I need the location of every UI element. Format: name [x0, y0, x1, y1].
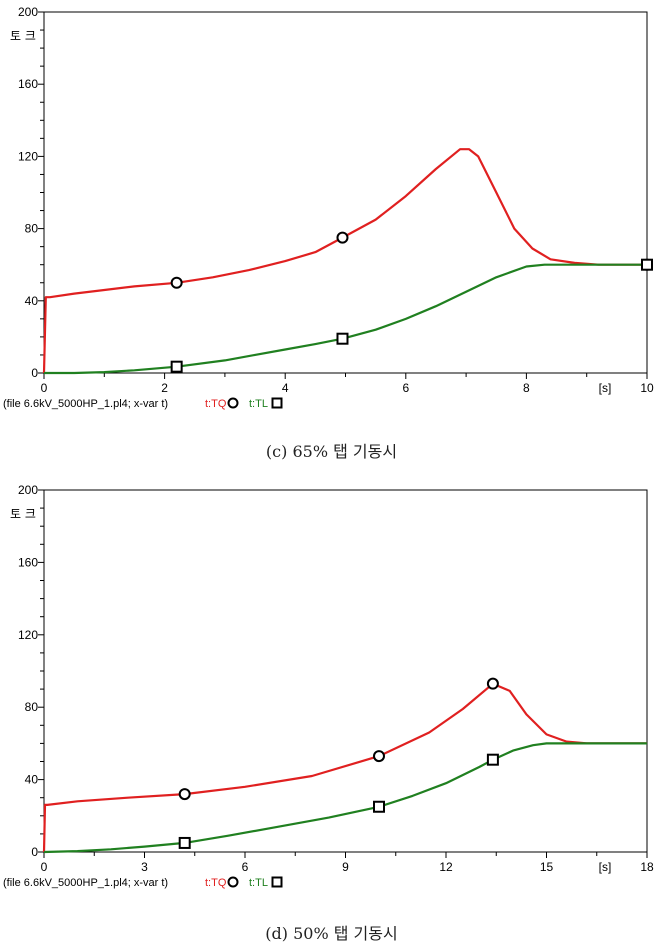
chart-c-series-1-point — [170, 360, 183, 373]
chart-d-xunit-label: [s] — [599, 860, 612, 874]
chart-c-ytick-label: 40 — [25, 294, 39, 308]
chart-d-ytick-label: 160 — [18, 555, 38, 569]
chart-d-xtick-label: 9 — [342, 860, 349, 874]
chart-d-xtick-label: 12 — [439, 860, 453, 874]
chart-c-xtick-label: 10 — [640, 381, 654, 395]
chart-d-legend-0-marker — [227, 876, 239, 888]
chart-panel-d: 0 40 80 120 160 200 0 3 6 9 12 15 18 [s] 토 크 (file 6.6k… — [0, 478, 663, 946]
chart-d-ytick-label: 200 — [18, 483, 38, 497]
chart-c-ytick-label: 80 — [25, 222, 39, 236]
chart-d-legend-1-label: t:TL — [249, 877, 268, 889]
chart-c-plot-frame — [43, 11, 648, 374]
chart-d-series-1-point — [373, 800, 385, 813]
chart-d-series-0-point — [486, 677, 499, 690]
chart-c-series-1-point — [336, 332, 349, 345]
chart-d-ytick-label: 120 — [18, 628, 38, 642]
chart-c-xtick-label: 0 — [41, 381, 48, 395]
chart-c-xunit-label: [s] — [599, 381, 612, 395]
chart-d-xtick-label: 18 — [640, 860, 654, 874]
chart-panel-c: 0 40 80 120 160 200 0 2 4 6 8 10 [s] 토 크 (file 6.6kV_5… — [0, 0, 663, 470]
chart-c-footer-file: (file 6.6kV_5000HP_1.pl4; x-var t) — [3, 398, 168, 410]
chart-c-ytick-label: 160 — [18, 77, 38, 91]
chart-c-xtick-label: 2 — [161, 381, 168, 395]
chart-c-legend-1-marker — [271, 397, 283, 409]
chart-d-xtick-label: 3 — [141, 860, 148, 874]
chart-c-series-1-point — [641, 258, 653, 271]
chart-c-ytick-label: 200 — [18, 5, 38, 19]
chart-c-xtick-label: 8 — [523, 381, 530, 395]
chart-d-ytick-label: 40 — [25, 773, 39, 787]
chart-d-series-1-point — [178, 836, 191, 849]
chart-c-series-0-line — [42, 148, 647, 374]
chart-c-legend-1-label: t:TL — [249, 398, 268, 410]
chart-c-xtick-label: 6 — [402, 381, 409, 395]
chart-d-ytick-label: 80 — [25, 700, 39, 714]
chart-d-series-1-point — [486, 753, 499, 766]
chart-d-caption: (d) 50% 탭 기동시 — [265, 924, 398, 943]
chart-d-ylabel: 토 크 — [10, 507, 36, 521]
chart-d-legend-0-label: t:TQ — [205, 877, 227, 889]
chart-d-ytick-label: 0 — [31, 845, 38, 859]
chart-c-xtick-label: 4 — [282, 381, 289, 395]
chart-c-legend-0-marker — [227, 397, 239, 409]
chart-d-xtick-label: 0 — [41, 860, 48, 874]
chart-c-legend-0-label: t:TQ — [205, 398, 227, 410]
chart-d-xtick-label: 6 — [242, 860, 249, 874]
chart-d-plot: 0 40 80 120 160 200 0 3 6 9 12 15 18 [s] 토 크 (file 6.6k… — [3, 483, 654, 889]
chart-d-footer-file: (file 6.6kV_5000HP_1.pl4; x-var t) — [3, 877, 168, 889]
chart-c-ytick-label: 0 — [31, 366, 38, 380]
chart-c-series-0-point — [336, 231, 349, 244]
chart-c-ylabel: 토 크 — [10, 29, 36, 43]
chart-c-plot: 0 40 80 120 160 200 0 2 4 6 8 10 [s] 토 크 (file 6.6kV_5… — [3, 5, 654, 410]
chart-c-ytick-label: 120 — [18, 149, 38, 163]
chart-c-series-0-point — [170, 276, 183, 289]
chart-d-series-0-line — [42, 682, 647, 853]
chart-c-caption: (c) 65% 탭 기동시 — [265, 442, 398, 461]
chart-d-series-0-point — [373, 750, 385, 763]
chart-d-series-0-point — [178, 788, 191, 801]
chart-d-xtick-label: 15 — [540, 860, 554, 874]
chart-c-series-1-line — [44, 263, 647, 375]
chart-d-legend-1-marker — [271, 876, 283, 888]
